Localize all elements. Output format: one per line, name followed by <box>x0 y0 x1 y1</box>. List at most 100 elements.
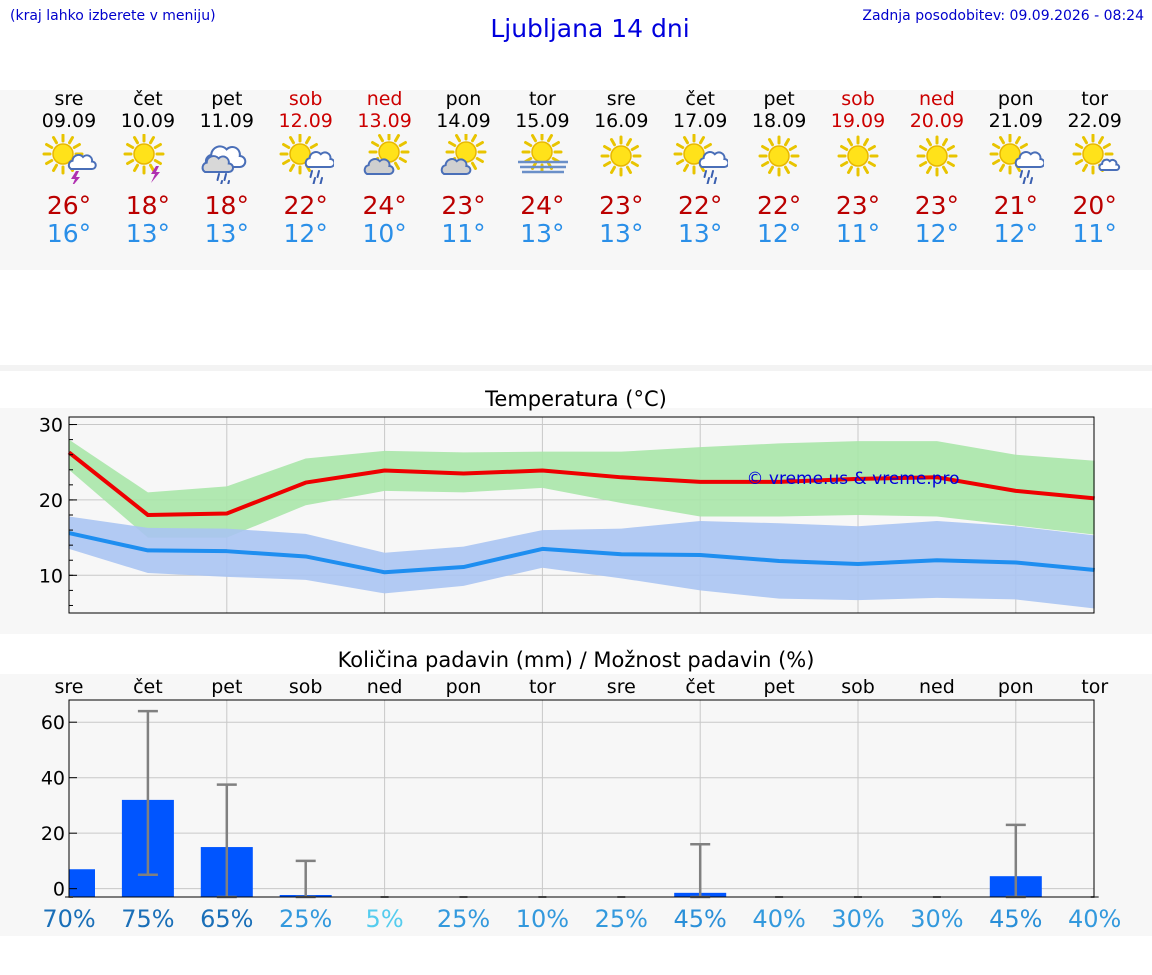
precipitation-error-bar <box>137 709 158 877</box>
precipitation-day-label: čet <box>133 676 163 698</box>
max-temperature: 21° <box>993 191 1038 220</box>
day-date: 12.09 <box>278 110 333 132</box>
forecast-day: tor 15.09 24° 13° <box>502 88 582 248</box>
max-temperature: 22° <box>678 191 723 220</box>
day-name: ned <box>366 88 403 110</box>
precipitation-probability: 75% <box>121 905 174 933</box>
precipitation-day-label: sob <box>289 676 323 698</box>
temperature-chart-title: Temperatura (°C) <box>485 387 667 411</box>
forecast-day: ned 13.09 24° 10° <box>345 88 425 248</box>
sun-cloud-rain-icon <box>989 134 1044 184</box>
day-name: pon <box>445 88 482 110</box>
forecast-day: čet 10.09 18° 13° <box>108 88 188 248</box>
day-name: pet <box>763 88 795 110</box>
max-temperature: 24° <box>362 191 407 220</box>
day-date: 19.09 <box>830 110 886 132</box>
min-temperature-line <box>68 531 1095 575</box>
min-temperature: 13° <box>599 219 644 248</box>
precipitation-day-label: čet <box>685 676 715 698</box>
min-temperature: 11° <box>1072 219 1117 248</box>
sun-thunder-icon <box>123 134 165 183</box>
y-tick-label: 0 <box>53 879 65 901</box>
precipitation-chart-title: Količina padavin (mm) / Možnost padavin … <box>337 648 815 672</box>
sun-small-cloud-icon <box>1072 134 1120 175</box>
sun-icon <box>758 135 800 177</box>
forecast-day: tor 22.09 20° 11° <box>1055 88 1135 248</box>
min-temperature: 11° <box>835 219 881 248</box>
y-tick-label: 40 <box>41 768 65 790</box>
separator <box>0 365 1152 371</box>
forecast-band <box>0 90 1152 270</box>
min-temperature: 11° <box>441 219 486 248</box>
y-tick-label: 60 <box>41 712 65 734</box>
precipitation-day-label: pon <box>446 676 482 698</box>
precipitation-probability: 30% <box>831 905 884 933</box>
sun-icon <box>837 135 879 177</box>
forecast-day: čet 17.09 22° 13° <box>660 88 740 248</box>
forecast-day: sre 16.09 23° 13° <box>581 88 661 248</box>
precipitation-day-label: sre <box>607 676 636 698</box>
forecast-day: pet 18.09 22° 12° <box>739 88 819 248</box>
precipitation-day-label: tor <box>1081 676 1108 698</box>
page-title: Ljubljana 14 dni <box>490 14 690 43</box>
min-temperature: 13° <box>520 219 565 248</box>
max-temperature: 24° <box>520 191 565 220</box>
temperature-chart: 10 20 30 © vreme.us & vreme.pro <box>39 415 1095 614</box>
sun-cloud-rain-icon <box>279 134 334 184</box>
location-hint: (kraj lahko izberete v meniju) <box>10 8 216 24</box>
day-date: 17.09 <box>672 110 728 132</box>
max-temperature: 20° <box>1072 191 1117 220</box>
precipitation-day-label: sob <box>841 676 875 698</box>
plot-frame <box>68 699 1095 898</box>
precipitation-probability: 30% <box>910 905 963 933</box>
precipitation-day-label: pet <box>763 676 794 698</box>
day-date: 18.09 <box>751 110 807 132</box>
day-date: 20.09 <box>909 110 965 132</box>
day-date: 10.09 <box>120 110 176 132</box>
precipitation-probability: 25% <box>595 905 648 933</box>
max-temperature-band <box>69 439 1095 538</box>
min-temperature: 12° <box>756 219 802 248</box>
min-temperature: 16° <box>46 219 92 248</box>
sun-icon <box>916 135 958 177</box>
day-name: sre <box>606 88 636 110</box>
min-temperature: 12° <box>283 219 328 248</box>
max-temperature: 23° <box>441 191 486 220</box>
y-tick-label: 20 <box>41 823 65 845</box>
precipitation-day-label: pon <box>998 676 1034 698</box>
sun-cloud-rain-icon <box>673 134 729 184</box>
precipitation-bar <box>69 869 95 897</box>
day-name: čet <box>685 88 715 110</box>
max-temperature-line <box>67 450 1095 517</box>
day-date: 13.09 <box>357 110 412 132</box>
day-date: 09.09 <box>41 110 97 132</box>
forecast-row: sre 09.09 26° 16° čet 10.09 18° 13° pet 11.09 18° 1… <box>0 88 1152 268</box>
cloud-rain-icon <box>201 145 247 184</box>
min-temperature-band <box>69 516 1095 609</box>
day-date: 16.09 <box>594 110 649 132</box>
max-temperature: 23° <box>835 191 881 220</box>
y-tick-label: 30 <box>39 415 63 437</box>
precipitation-day-label: pet <box>211 676 242 698</box>
sun-cloud-thunder-icon <box>42 134 97 184</box>
min-temperature: 12° <box>993 219 1038 248</box>
precipitation-probability: 25% <box>279 905 332 933</box>
day-name: tor <box>1081 88 1109 110</box>
day-name: pet <box>211 88 243 110</box>
forecast-day: ned 20.09 23° 12° <box>897 88 977 248</box>
sun-cloud-icon <box>440 134 486 175</box>
precipitation-day-label: ned <box>367 676 403 698</box>
precipitation-probability: 40% <box>752 905 805 933</box>
precipitation-probability: 45% <box>674 905 727 933</box>
forecast-day: sob 12.09 22° 12° <box>266 88 346 248</box>
min-temperature: 10° <box>362 219 407 248</box>
day-date: 21.09 <box>988 110 1043 132</box>
day-name: sob <box>288 88 323 110</box>
precipitation-probability: 5% <box>366 905 404 933</box>
precipitation-probability: 65% <box>200 905 253 933</box>
forecast-day: sre 09.09 26° 16° <box>29 88 109 248</box>
forecast-day: pon 21.09 21° 12° <box>976 88 1056 248</box>
day-name: sob <box>841 88 875 110</box>
watermark: © vreme.us & vreme.pro <box>746 469 959 489</box>
day-name: sre <box>54 88 84 110</box>
